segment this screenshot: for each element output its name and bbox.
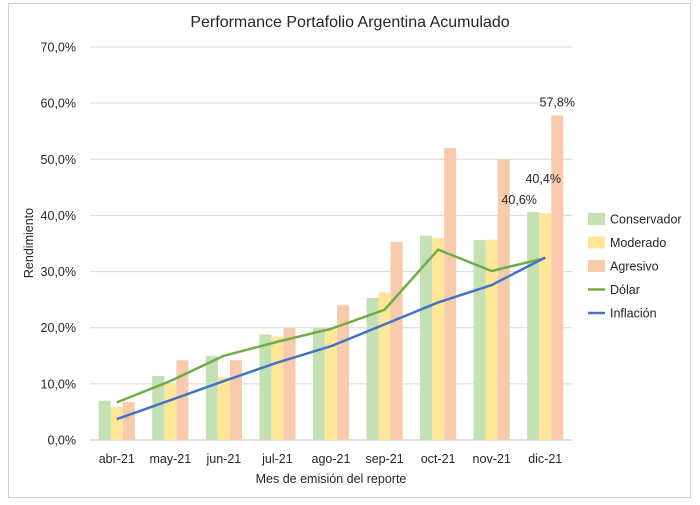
x-tick-label: may-21: [149, 452, 191, 466]
y-tick-label: 0,0%: [48, 434, 77, 448]
bar-conservador: [205, 355, 218, 440]
y-tick-label: 20,0%: [41, 321, 76, 335]
bar-moderado: [539, 213, 552, 440]
bar-moderado: [164, 383, 177, 440]
legend-label-inflación: Inflación: [610, 307, 657, 321]
bar-conservador: [473, 240, 486, 440]
bar-moderado: [217, 377, 230, 440]
bar-agresivo: [283, 327, 296, 440]
y-axis-ticks: 0,0% 10,0% 20,0% 30,0% 40,0% 50,0% 60,0% 70,0%: [41, 41, 76, 448]
y-tick-label: 70,0%: [41, 41, 76, 55]
chart-frame: [8, 3, 691, 498]
x-tick-label: ago-21: [312, 452, 351, 466]
data-labels: 40,6% 40,4% 57,8%: [501, 95, 575, 207]
bar-conservador: [366, 297, 379, 440]
legend-label-dólar: Dólar: [610, 283, 640, 297]
bar-moderado: [485, 239, 498, 440]
x-tick-label: dic-21: [528, 452, 562, 466]
data-label-moderado: 40,4%: [525, 172, 560, 186]
y-tick-label: 30,0%: [41, 265, 76, 279]
line-inflación: [116, 256, 546, 421]
bar-agresivo: [551, 115, 564, 440]
y-tick-label: 40,0%: [41, 209, 76, 223]
lines: [116, 248, 546, 421]
data-label-conservador: 40,6%: [501, 193, 536, 207]
legend-label-conservador: Conservador: [610, 213, 682, 227]
data-label-agresivo: 57,8%: [540, 95, 575, 109]
legend-swatch-conservador: [588, 213, 605, 225]
bar-moderado: [271, 336, 284, 440]
bar-agresivo: [444, 148, 457, 441]
x-tick-label: jun-21: [206, 452, 242, 466]
bar-conservador: [259, 334, 272, 440]
x-tick-label: sep-21: [365, 452, 403, 466]
bar-conservador: [527, 212, 540, 440]
bar-moderado: [378, 292, 391, 440]
bar-conservador: [152, 375, 165, 440]
bar-moderado: [324, 329, 338, 440]
y-tick-label: 60,0%: [41, 97, 76, 111]
y-axis-title: Rendimiento: [22, 208, 36, 278]
x-tick-label: oct-21: [421, 452, 456, 466]
x-axis-title: Mes de emisión del reporte: [256, 472, 407, 486]
bar-moderado: [110, 406, 123, 440]
bar-conservador: [312, 327, 325, 440]
chart-title: Performance Portafolio Argentina Acumula…: [190, 14, 509, 31]
bar-conservador: [420, 235, 433, 440]
bar-moderado: [432, 237, 445, 440]
legend-label-moderado: Moderado: [610, 236, 666, 250]
legend: Conservador Moderado Agresivo Dólar Inflació…: [588, 213, 682, 321]
bar-agresivo: [122, 401, 135, 440]
y-tick-label: 50,0%: [41, 153, 76, 167]
legend-swatch-moderado: [588, 236, 605, 249]
legend-swatch-agresivo: [588, 260, 605, 272]
bar-conservador: [98, 400, 111, 440]
bar-agresivo: [497, 159, 510, 441]
bars: [98, 115, 564, 441]
x-tick-label: abr-21: [99, 452, 135, 466]
x-tick-label: jul-21: [261, 452, 293, 466]
bar-agresivo: [390, 241, 403, 440]
y-tick-label: 10,0%: [41, 377, 76, 391]
x-tick-label: nov-21: [473, 452, 511, 466]
x-axis-ticks: abr-21 may-21 jun-21 jul-21 ago-21 sep-21 oct-…: [99, 452, 563, 466]
bar-agresivo: [176, 360, 189, 440]
legend-label-agresivo: Agresivo: [610, 260, 659, 274]
line-dólar: [116, 248, 546, 404]
bar-agresivo: [229, 360, 242, 440]
